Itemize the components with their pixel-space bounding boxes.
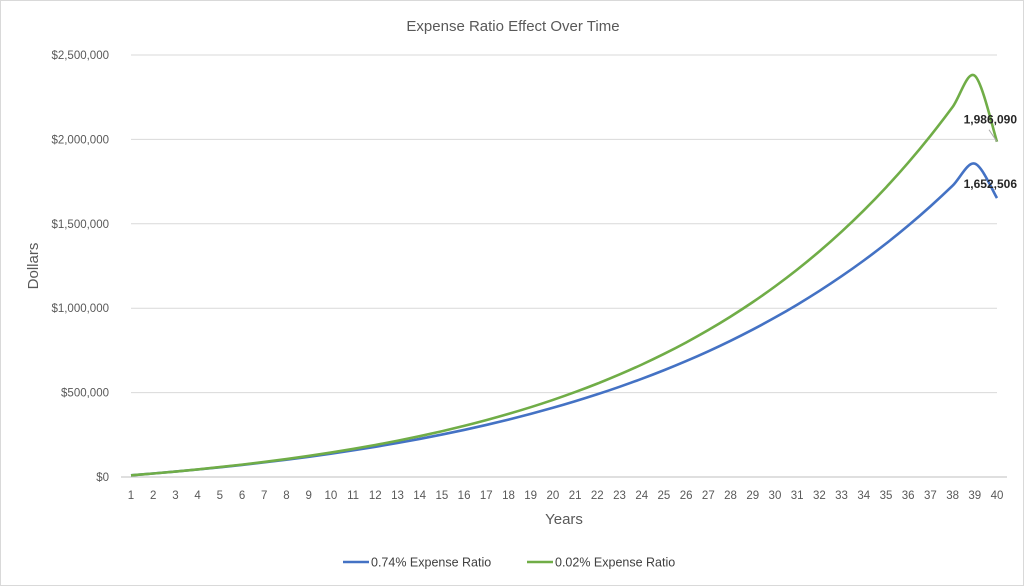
data-label-leader [988,129,998,143]
series-line-0 [130,162,999,477]
x-tick-label: 28 [724,490,737,502]
x-tick-label: 22 [591,490,604,502]
x-tick-label: 2 [150,490,156,502]
x-tick-label: 37 [924,490,937,502]
y-tick-label: $1,500,000 [51,219,109,231]
data-labels: 1,652,506 1,986,090 [964,113,1018,191]
x-axis-ticks: 1 2 3 4 5 6 7 8 9 10 11 12 13 14 15 16 17 18 19 20 21 22 23 24 2… [128,490,1004,502]
chart-title: Expense Ratio Effect Over Time [406,18,619,35]
legend: 0.74% Expense Ratio 0.02% Expense Ratio [343,556,675,570]
x-tick-label: 39 [968,490,981,502]
x-tick-label: 18 [502,490,515,502]
x-tick-label: 24 [635,490,648,502]
x-axis-title: Years [545,511,583,528]
legend-label: 0.74% Expense Ratio [371,556,491,570]
x-tick-label: 5 [217,490,223,502]
x-tick-label: 23 [613,490,626,502]
x-tick-label: 25 [658,490,671,502]
x-tick-label: 35 [880,490,893,502]
data-label: 1,652,506 [964,177,1018,191]
y-tick-label: $2,500,000 [51,50,109,62]
x-tick-label: 14 [413,490,426,502]
x-tick-label: 15 [435,490,448,502]
y-tick-label: $1,000,000 [51,303,109,315]
x-tick-label: 30 [769,490,782,502]
x-tick-label: 17 [480,490,493,502]
y-axis-ticks: $0 $500,000 $1,000,000 $1,500,000 $2,000,000… [51,50,109,484]
x-tick-label: 32 [813,490,826,502]
gridlines [131,54,997,394]
x-tick-label: 21 [569,490,582,502]
x-tick-label: 40 [991,490,1004,502]
x-tick-label: 7 [261,490,267,502]
x-tick-label: 10 [324,490,337,502]
y-tick-label: $0 [96,472,109,484]
x-tick-label: 29 [746,490,759,502]
series-lines [130,73,999,477]
x-tick-label: 20 [546,490,559,502]
legend-label: 0.02% Expense Ratio [555,556,675,570]
x-tick-label: 6 [239,490,245,502]
x-tick-label: 3 [172,490,178,502]
x-tick-label: 26 [680,490,693,502]
x-tick-label: 11 [347,490,359,502]
y-axis-title: Dollars [25,243,42,290]
y-tick-label: $2,000,000 [51,134,109,146]
x-tick-label: 8 [283,490,289,502]
series-line-1 [130,73,999,477]
x-tick-label: 36 [902,490,915,502]
x-tick-label: 19 [524,490,537,502]
x-tick-label: 38 [946,490,959,502]
x-tick-label: 13 [391,490,404,502]
x-tick-label: 12 [369,490,382,502]
x-tick-label: 9 [305,490,311,502]
x-tick-label: 4 [194,490,201,502]
x-tick-label: 1 [128,490,134,502]
data-label: 1,986,090 [964,113,1018,127]
y-tick-label: $500,000 [61,388,109,400]
x-tick-label: 16 [458,490,471,502]
x-tick-label: 33 [835,490,848,502]
x-tick-label: 34 [857,490,870,502]
x-tick-label: 31 [791,490,804,502]
x-tick-label: 27 [702,490,715,502]
